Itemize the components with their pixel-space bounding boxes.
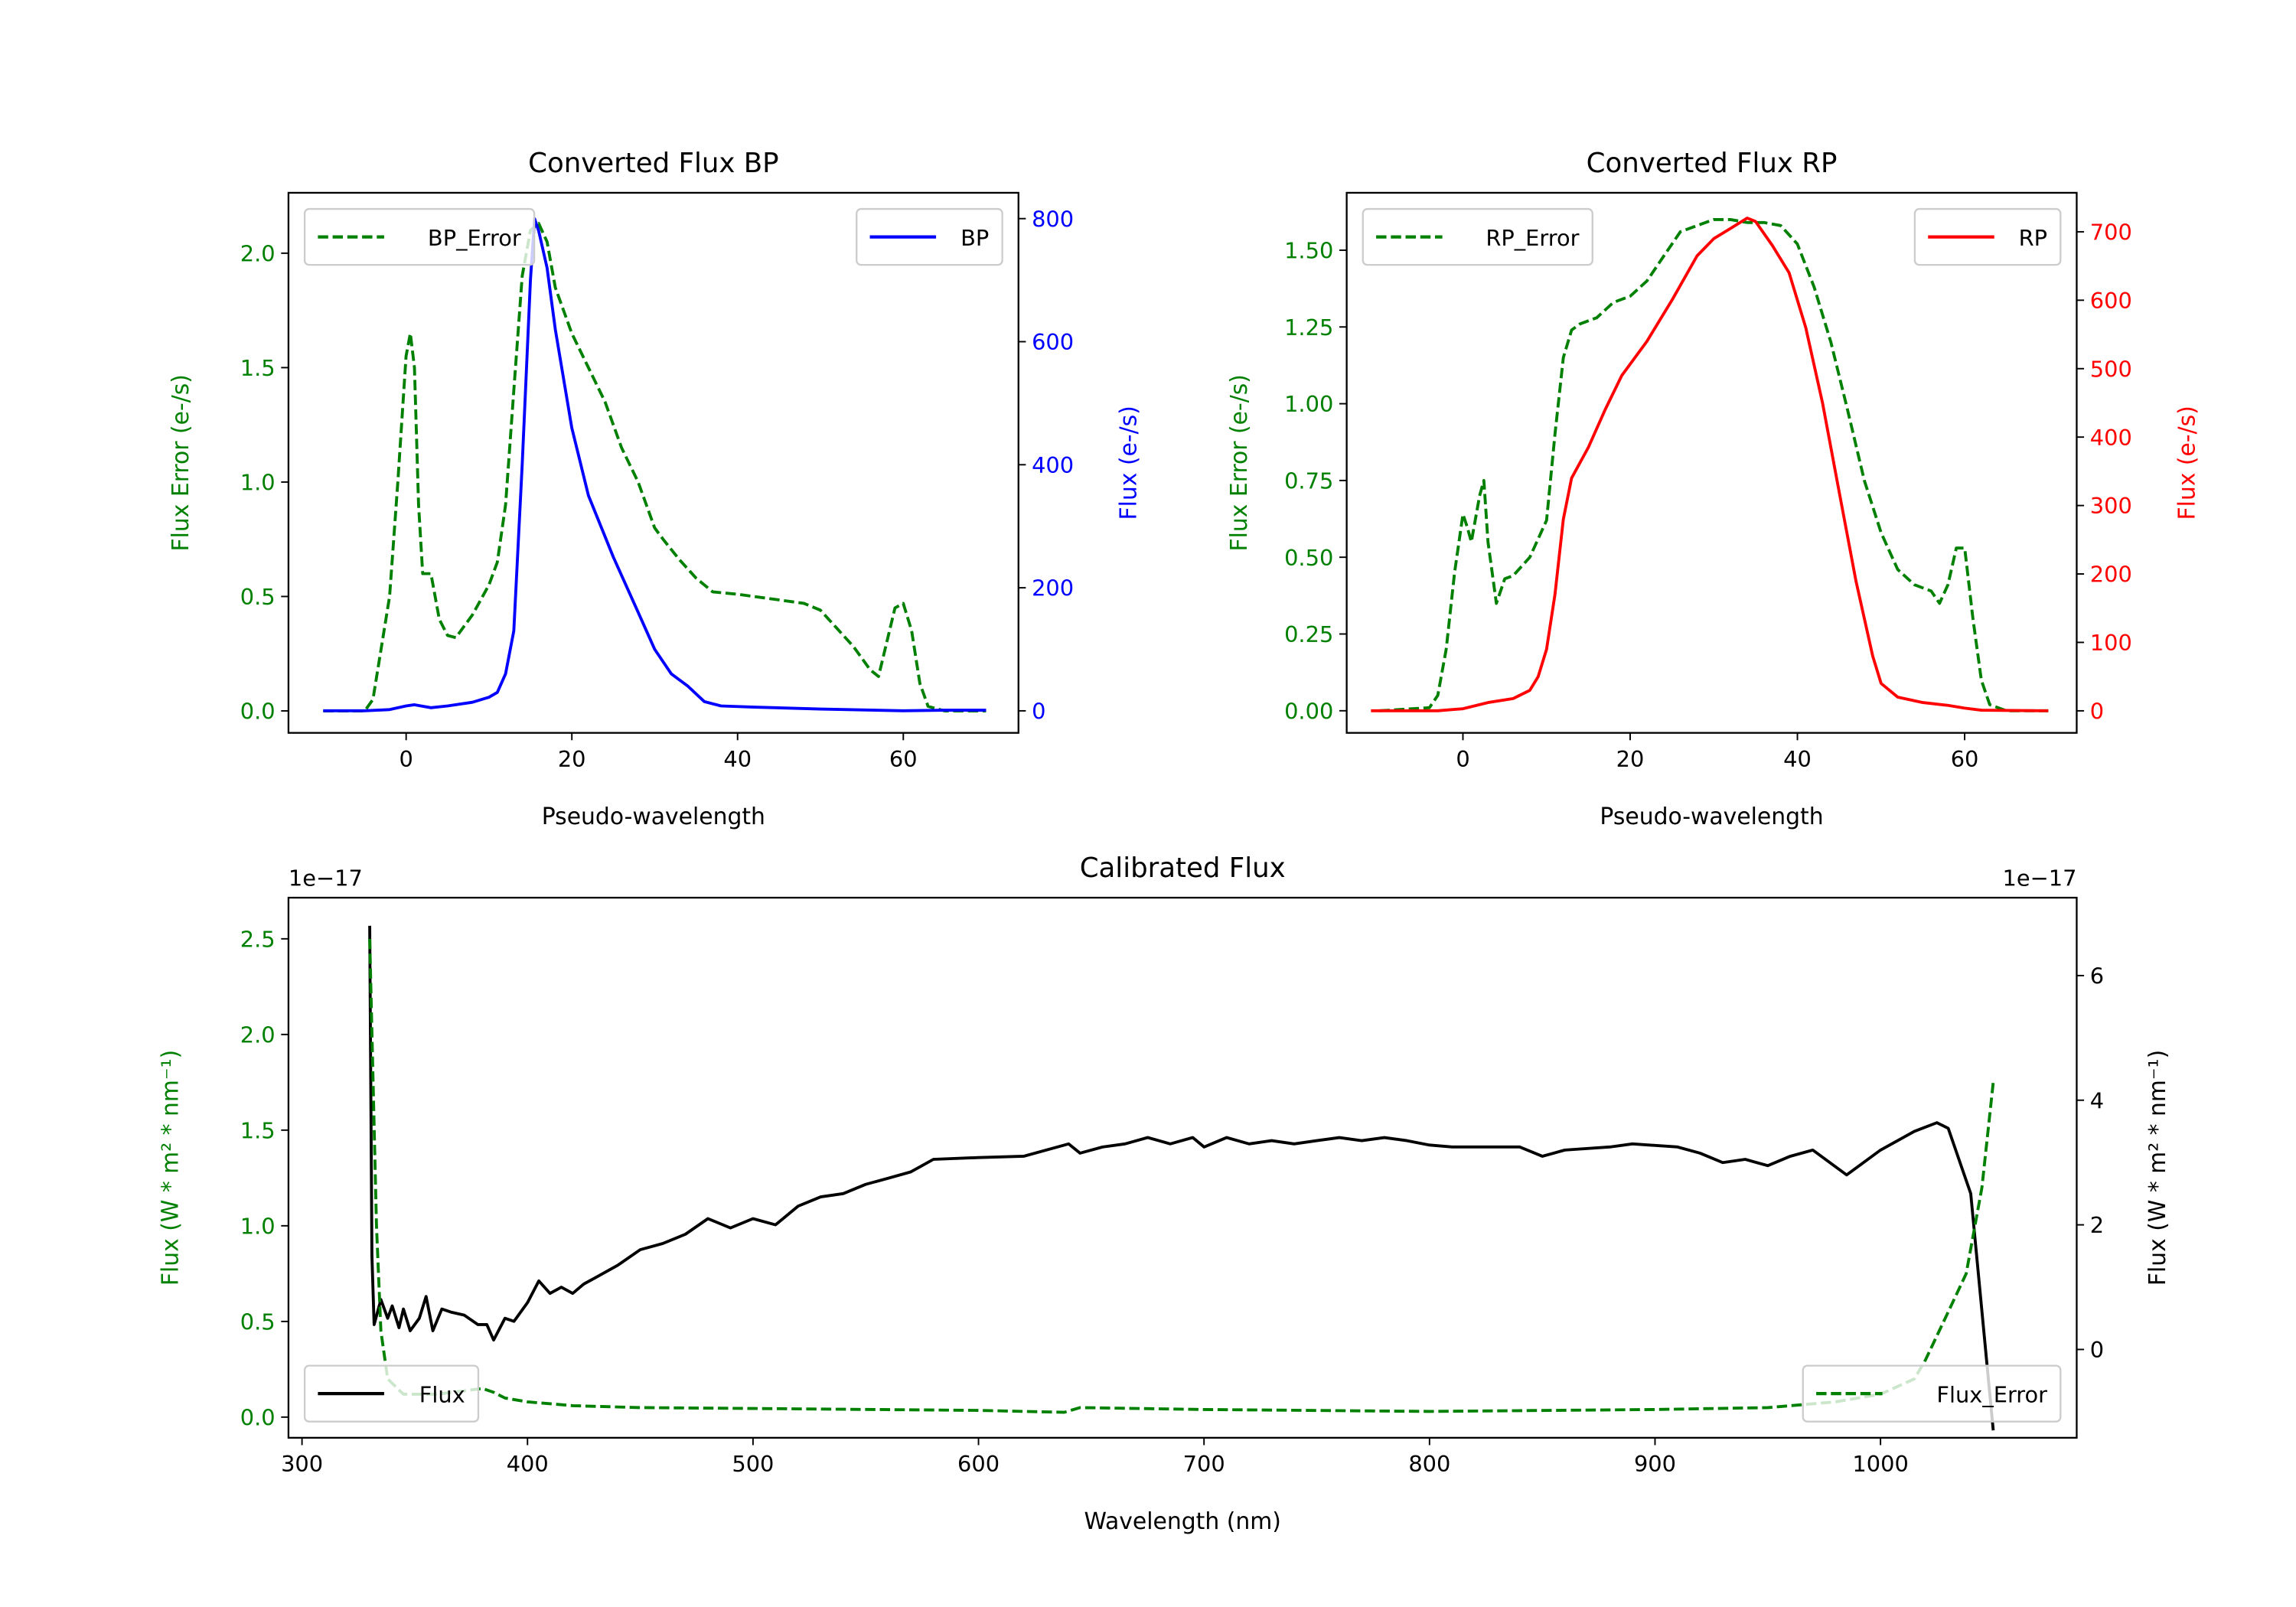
y-right-tick-label: 2 — [2090, 1212, 2104, 1238]
x-tick-label: 0 — [1456, 746, 1469, 772]
y-right-axis-label: Flux (e-/s) — [2174, 406, 2200, 520]
x-tick-label: 600 — [957, 1451, 1000, 1477]
rp-error-line — [1379, 218, 2049, 712]
x-axis-label: Pseudo-wavelength — [1600, 804, 1823, 830]
chart-title: Converted Flux RP — [1587, 148, 1838, 179]
y-right-tick-label: 0 — [1032, 698, 1045, 724]
y-left-tick-label: 1.00 — [1284, 391, 1333, 417]
legend-label: Flux_Error — [1936, 1382, 2047, 1408]
chart-title: Converted Flux BP — [528, 148, 778, 179]
legend-bp-error: BP_Error — [303, 207, 536, 266]
legend-box — [1802, 1364, 2062, 1423]
bp-line — [323, 217, 987, 712]
legend-box — [303, 1364, 480, 1423]
x-tick-label: 40 — [1783, 746, 1812, 772]
x-tick-label: 400 — [507, 1451, 549, 1477]
y-right-tick-label: 4 — [2090, 1087, 2104, 1113]
y-left-tick-label: 1.50 — [1284, 238, 1333, 264]
x-tick-label: 900 — [1634, 1451, 1676, 1477]
flux-line — [368, 925, 1995, 1431]
flux-error-line — [368, 938, 1995, 1414]
y-left-tick-label: 1.25 — [1284, 315, 1333, 341]
legend-flux-error: Flux_Error — [1802, 1364, 2062, 1423]
y-left-tick-label: 2.0 — [240, 240, 276, 266]
y-left-tick-label: 2.0 — [240, 1022, 276, 1048]
x-tick-label: 60 — [889, 746, 918, 772]
y-right-tick-label: 700 — [2090, 219, 2132, 245]
legend-label: BP — [960, 225, 989, 251]
y-left-axis-label: Flux (W * m² * nm⁻¹) — [158, 1050, 184, 1286]
y-left-axis-label: Flux Error (e-/s) — [1226, 374, 1253, 551]
y-left-tick-label: 0.5 — [240, 1309, 276, 1335]
y-right-tick-label: 400 — [2090, 425, 2132, 451]
x-axis-label: Pseudo-wavelength — [542, 804, 765, 830]
x-tick-label: 60 — [1951, 746, 1979, 772]
x-tick-label: 40 — [723, 746, 752, 772]
y-left-tick-label: 1.5 — [240, 1117, 276, 1143]
y-left-tick-label: 1.5 — [240, 355, 276, 381]
y-right-offset-label: 1e−17 — [2003, 865, 2077, 892]
legend-box — [1362, 207, 1593, 266]
y-left-tick-label: 0.0 — [240, 1404, 276, 1430]
legend-box — [303, 207, 536, 266]
y-right-tick-label: 500 — [2090, 356, 2132, 382]
y-right-axis-label: Flux (W * m² * nm⁻¹) — [2144, 1050, 2171, 1286]
y-left-axis-label: Flux Error (e-/s) — [168, 374, 194, 551]
x-axis-label: Wavelength (nm) — [1084, 1508, 1280, 1535]
x-tick-label: 0 — [399, 746, 413, 772]
cal-panel: 300 400 500 600 700 800 900 1000 0.0 0.5 1.0 1.5 2.0… — [158, 852, 2171, 1535]
rp-panel: 0 20 40 60 0.00 0.25 0.50 0.75 1.00 1.25 1.50 0 100 2… — [1226, 148, 2200, 830]
x-tick-label: 800 — [1408, 1451, 1450, 1477]
axes-frame — [1345, 191, 2078, 734]
y-right-tick-label: 600 — [1032, 329, 1074, 355]
y-left-tick-label: 0.75 — [1284, 468, 1333, 494]
axes-frame — [287, 896, 2078, 1439]
x-tick-label: 500 — [732, 1451, 774, 1477]
y-left-tick-label: 0.00 — [1284, 698, 1333, 724]
y-left-tick-label: 1.0 — [240, 470, 276, 496]
x-tick-label: 700 — [1183, 1451, 1225, 1477]
y-left-tick-label: 0.5 — [240, 584, 276, 610]
y-right-tick-label: 400 — [1032, 452, 1074, 478]
legend-rp-error: RP_Error — [1362, 207, 1593, 266]
y-left-tick-label: 0.25 — [1284, 621, 1333, 647]
y-left-offset-label: 1e−17 — [289, 865, 363, 892]
y-right-tick-label: 600 — [2090, 288, 2132, 314]
x-tick-label: 1000 — [1852, 1451, 1908, 1477]
legend-label: RP — [2019, 225, 2047, 251]
chart-title: Calibrated Flux — [1080, 852, 1286, 884]
y-right-tick-label: 300 — [2090, 493, 2132, 519]
y-right-tick-label: 200 — [1032, 575, 1074, 601]
y-left-tick-label: 1.0 — [240, 1213, 276, 1239]
y-left-tick-label: 0.50 — [1284, 545, 1333, 571]
legend-label: BP_Error — [428, 225, 521, 251]
y-right-tick-label: 0 — [2090, 698, 2104, 724]
x-tick-label: 20 — [558, 746, 586, 772]
y-right-tick-label: 6 — [2090, 963, 2104, 989]
axes-frame — [287, 191, 1019, 734]
y-right-tick-label: 800 — [1032, 206, 1074, 232]
bp-error-line — [323, 222, 987, 712]
legend-flux: Flux — [303, 1364, 480, 1423]
legend-bp: BP — [856, 207, 1003, 266]
bp-panel: 0 20 40 60 0.0 0.5 1.0 1.5 2.0 0 200 400 600 800 Conve… — [168, 148, 1142, 830]
y-right-tick-label: 0 — [2090, 1337, 2104, 1363]
x-tick-label: 20 — [1616, 746, 1645, 772]
legend-label: Flux — [419, 1382, 465, 1408]
x-tick-label: 300 — [281, 1451, 323, 1477]
rp-line — [1371, 217, 2049, 712]
y-left-tick-label: 2.5 — [240, 926, 276, 952]
y-right-axis-label: Flux (e-/s) — [1116, 406, 1143, 520]
legend-label: RP_Error — [1486, 225, 1579, 251]
y-left-tick-label: 0.0 — [240, 699, 276, 725]
y-right-tick-label: 100 — [2090, 630, 2132, 656]
legend-rp: RP — [1913, 207, 2062, 266]
y-right-tick-label: 200 — [2090, 562, 2132, 588]
